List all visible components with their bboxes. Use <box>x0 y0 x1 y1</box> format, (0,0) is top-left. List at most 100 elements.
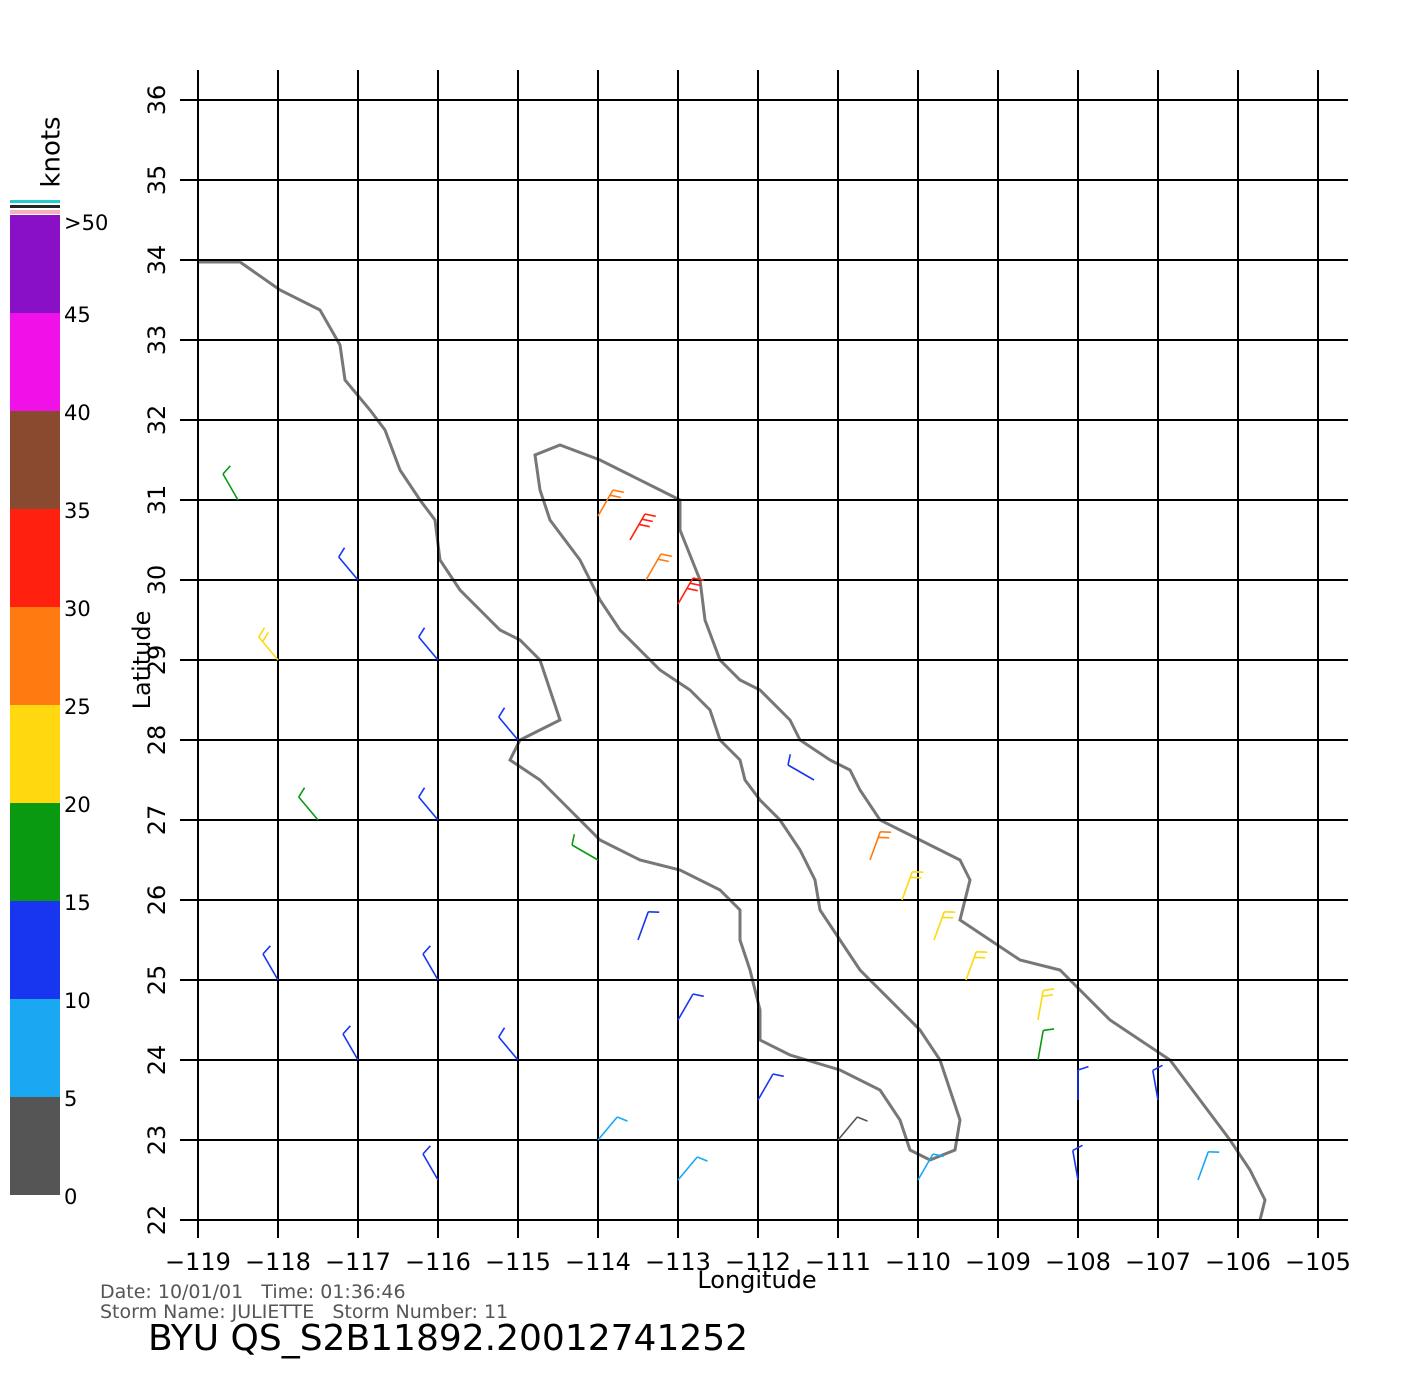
barb-stroke <box>262 953 279 981</box>
x-tick-label: −118 <box>245 1248 311 1276</box>
barb-stroke <box>1043 1028 1055 1032</box>
wind-barb <box>901 871 924 901</box>
wind-barb <box>422 1145 439 1181</box>
barb-stroke <box>637 911 650 941</box>
y-tick-label: 32 <box>143 405 171 436</box>
barb-stroke <box>597 489 614 517</box>
wind-barb <box>1077 1065 1089 1100</box>
wind-barb <box>418 787 439 821</box>
barb-stroke <box>612 489 624 494</box>
wind-barb <box>1037 988 1055 1021</box>
x-tick-label: −105 <box>1285 1248 1351 1276</box>
x-tick-label: −113 <box>645 1248 711 1276</box>
barb-stroke <box>686 587 698 592</box>
colorbar-band <box>10 803 60 901</box>
barb-stroke <box>222 473 239 501</box>
wind-barb <box>597 1116 628 1141</box>
barb-stroke <box>422 945 431 955</box>
barb-stroke <box>692 993 704 998</box>
barb-stroke <box>422 953 439 981</box>
barb-stroke <box>689 582 701 587</box>
y-tick-label: 22 <box>143 1205 171 1236</box>
y-tick-label: 30 <box>143 565 171 596</box>
wind-barb <box>1072 1144 1083 1181</box>
barb-stroke <box>258 627 266 638</box>
barb-stroke <box>258 636 279 661</box>
colorbar-label: 20 <box>64 793 91 817</box>
wind-barb <box>869 831 892 861</box>
barb-stroke <box>901 871 914 901</box>
barb-stroke <box>932 1153 944 1158</box>
x-axis-label: Longitude <box>697 1266 816 1294</box>
barb-stroke <box>1152 1070 1159 1101</box>
y-tick-label: 36 <box>143 85 171 116</box>
wind-barb <box>298 787 319 821</box>
barb-stroke <box>422 1145 431 1155</box>
wind-barb <box>418 627 439 661</box>
barb-stroke <box>644 513 656 518</box>
barb-stroke <box>616 1116 628 1122</box>
barb-stroke <box>418 787 426 798</box>
barb-stroke <box>597 1116 618 1141</box>
colorbar-stripe <box>10 205 60 208</box>
colorbar-label: 25 <box>64 695 91 719</box>
barb-stroke <box>757 1073 774 1101</box>
wind-barb <box>965 951 988 981</box>
barb-stroke <box>1152 1064 1163 1072</box>
x-tick-label: −111 <box>805 1248 871 1276</box>
colorbar-band <box>10 411 60 509</box>
colorbar-band <box>10 705 60 803</box>
barb-stroke <box>498 707 506 718</box>
y-axis-label: Latitude <box>128 611 156 710</box>
barb-stroke <box>677 1156 698 1181</box>
wind-barb <box>342 1025 359 1061</box>
colorbar-label: 0 <box>64 1185 77 1209</box>
barb-stroke <box>261 631 270 643</box>
wind-barb <box>222 465 239 501</box>
colorbar-band <box>10 901 60 999</box>
footer-date: Date: 10/01/01 Time: 01:36:46 <box>100 1281 406 1303</box>
colorbar-label: 45 <box>64 303 91 327</box>
x-tick-label: −108 <box>1045 1248 1111 1276</box>
y-tick-label: 28 <box>143 725 171 756</box>
barb-stroke <box>837 1116 858 1141</box>
colorbar-label: 35 <box>64 499 91 523</box>
x-tick-label: −106 <box>1205 1248 1271 1276</box>
barb-stroke <box>965 951 978 981</box>
y-tick-label: 35 <box>143 165 171 196</box>
y-tick-label: 27 <box>143 805 171 836</box>
colorbar-label: >50 <box>64 211 108 235</box>
colorbar-label: 30 <box>64 597 91 621</box>
barb-stroke <box>418 636 439 661</box>
barb-stroke <box>498 716 519 741</box>
x-tick-label: −117 <box>325 1248 391 1276</box>
barb-stroke <box>772 1073 784 1078</box>
barb-stroke <box>342 1025 351 1035</box>
wind-barb <box>597 489 624 517</box>
barb-stroke <box>677 577 694 605</box>
y-tick-label: 29 <box>143 645 171 676</box>
barb-stroke <box>787 754 792 766</box>
barb-stroke <box>629 513 646 541</box>
barb-stroke <box>856 1116 868 1122</box>
x-tick-label: −119 <box>165 1248 231 1276</box>
footer-storm: Storm Name: JULIETTE Storm Number: 11 <box>100 1301 508 1323</box>
coastline <box>198 260 1267 1221</box>
x-tick-label: −110 <box>885 1248 951 1276</box>
barb-stroke <box>869 831 882 861</box>
y-tick-label: 26 <box>143 885 171 916</box>
barb-stroke <box>609 494 621 499</box>
barb-stroke <box>1042 994 1054 998</box>
barb-stroke <box>571 844 599 861</box>
barb-stroke <box>1072 1150 1079 1181</box>
wind-barb <box>262 945 279 981</box>
colorbar-band <box>10 313 60 411</box>
colorbar-label: 15 <box>64 891 91 915</box>
barb-stroke <box>657 558 669 563</box>
barb-stroke <box>917 1153 934 1181</box>
colorbar-band <box>10 509 60 607</box>
barb-stroke <box>638 523 650 528</box>
y-tick-label: 24 <box>143 1045 171 1076</box>
wind-barb <box>637 911 660 941</box>
